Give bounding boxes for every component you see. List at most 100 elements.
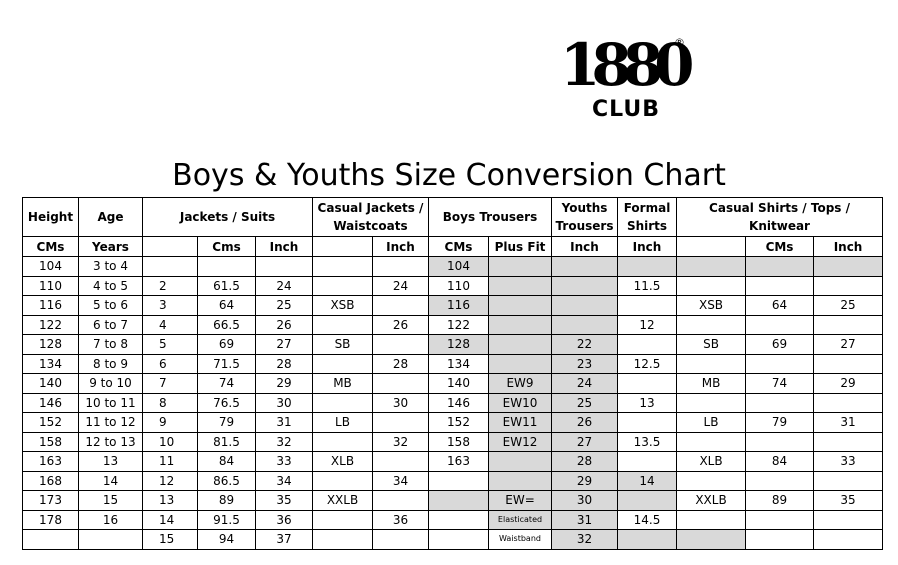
table-cell: 173 [22,490,79,511]
table-cell [813,529,884,550]
table-cell [813,431,884,452]
table-cell [372,334,429,355]
header-height: Height [22,197,79,237]
table-cell: 9 to 10 [78,373,143,394]
table-cell: 134 [22,353,79,374]
table-cell [312,470,373,491]
table-cell: 74 [745,373,815,394]
table-cell [551,275,619,296]
table-cell: 8 [142,392,198,413]
table-cell [676,529,747,550]
table-cell [197,256,256,277]
table-cell: 34 [372,470,429,491]
table-row: 110 4 to 5 2 61.5 24 24 110 11.5 [22,275,884,296]
table-cell: 11 [142,451,198,472]
table-cell: 13 [142,490,198,511]
table-cell: XLB [676,451,747,472]
table-cell: 81.5 [197,431,256,452]
subheader-casual-shirts-cms: CMs [745,236,815,257]
table-cell [551,256,619,277]
table-cell [312,431,373,452]
table-cell [676,314,747,335]
table-cell [372,412,429,433]
table-cell [617,295,678,316]
size-conversion-table: Height Age Jackets / Suits Casual Jacket… [22,197,884,550]
table-cell [813,353,884,374]
table-cell: 146 [22,392,79,413]
table-cell [487,314,553,335]
subheader-formal-inch: Inch [617,236,678,257]
table-row: 163 13 11 84 33 XLB 163 28 XLB 84 33 [22,451,884,472]
subheader-boys-cms: CMs [428,236,489,257]
table-cell: 5 to 6 [78,295,143,316]
page-title: Boys & Youths Size Conversion Chart [172,158,726,193]
table-cell: 31 [813,412,884,433]
table-cell: XSB [312,295,373,316]
table-cell: 158 [22,431,79,452]
table-cell [487,256,553,277]
table-cell [372,256,429,277]
subheader-casual-jackets-inch: Inch [372,236,429,257]
table-cell: Waistband [487,529,553,550]
table-cell [312,353,373,374]
table-cell [428,470,489,491]
table-cell: 30 [255,392,313,413]
table-cell: 152 [428,412,489,433]
table-cell: 25 [551,392,619,413]
table-cell: 79 [745,412,815,433]
table-cell: 22 [551,334,619,355]
table-cell: 24 [372,275,429,296]
table-cell [372,295,429,316]
header-formal-shirts: Formal Shirts [617,197,678,237]
table-cell: 35 [255,490,313,511]
table-cell: XLB [312,451,373,472]
table-cell [428,490,489,511]
table-cell [312,529,373,550]
table-cell: 13.5 [617,431,678,452]
table-row: 128 7 to 8 5 69 27 SB 128 22 SB 69 27 [22,334,884,355]
table-cell: 140 [22,373,79,394]
table-cell: 13 [617,392,678,413]
table-cell: EW10 [487,392,553,413]
table-cell [745,431,815,452]
table-cell [617,490,678,511]
subheader-casual-jackets-empty [312,236,373,257]
table-cell: 89 [197,490,256,511]
table-row: 134 8 to 9 6 71.5 28 28 134 23 12.5 [22,353,884,374]
table-cell: 15 [142,529,198,550]
table-cell: 69 [197,334,256,355]
table-cell: XSB [676,295,747,316]
table-cell: 29 [813,373,884,394]
table-row: 116 5 to 6 3 64 25 XSB 116 XSB 64 25 [22,295,884,316]
subheader-jackets-cms: Cms [197,236,256,257]
table-cell: 31 [551,509,619,530]
table-cell [372,490,429,511]
table-row: 178 16 14 91.5 36 36 Elasticated 31 14.5 [22,509,884,530]
header-casual-jackets: Casual Jackets / Waistcoats [312,197,429,237]
table-cell: 28 [551,451,619,472]
table-cell [372,529,429,550]
table-cell: 110 [22,275,79,296]
registered-mark: ® [674,36,685,49]
table-cell [551,295,619,316]
table-cell [745,470,815,491]
table-cell: LB [676,412,747,433]
header-boys-trousers: Boys Trousers [427,197,553,237]
table-cell: 13 [78,451,143,472]
table-row: 173 15 13 89 35 XXLB EW= 30 XXLB 89 35 [22,490,884,511]
table-cell [428,529,489,550]
table-cell: 6 to 7 [78,314,143,335]
header-casual-shirts: Casual Shirts / Tops / Knitwear [676,197,884,237]
table-cell [676,470,747,491]
table-cell: EW12 [487,431,553,452]
table-cell: 9 [142,412,198,433]
table-cell: 163 [428,451,489,472]
table-cell [745,392,815,413]
table-cell: 122 [22,314,79,335]
table-cell [312,392,373,413]
table-cell: 8 to 9 [78,353,143,374]
table-cell [745,275,815,296]
table-cell: MB [312,373,373,394]
table-cell: 71.5 [197,353,256,374]
logo-number: 1880 [560,31,694,99]
